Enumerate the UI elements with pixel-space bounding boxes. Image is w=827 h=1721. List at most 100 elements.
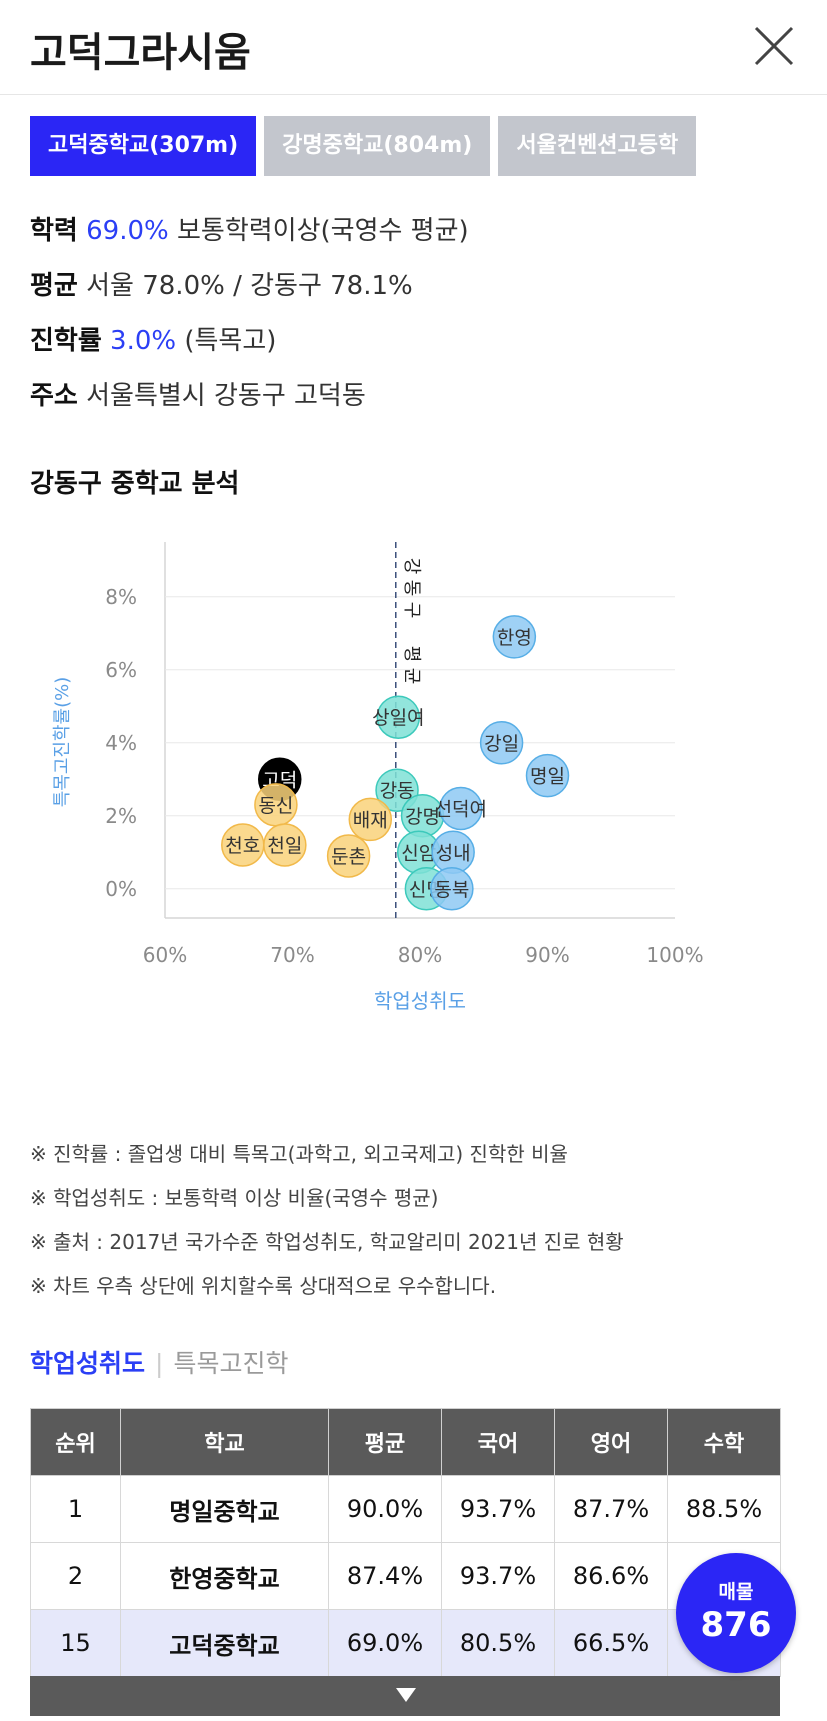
cell-english: 87.7% bbox=[554, 1475, 668, 1543]
subtab-separator: | bbox=[155, 1349, 164, 1378]
cell-korean: 93.7% bbox=[441, 1542, 555, 1610]
school-point-label: 상일여 bbox=[372, 707, 424, 729]
table-row[interactable]: 2 한영중학교 87.4% 93.7% 86.6% 8 bbox=[30, 1542, 781, 1610]
y-tick-label: 6% bbox=[105, 658, 137, 682]
x-tick-label: 70% bbox=[270, 943, 314, 967]
admission-label: 진학률 bbox=[30, 326, 102, 356]
average-text: 서울 78.0% / 강동구 78.1% bbox=[86, 271, 413, 301]
header-average: 평균 bbox=[328, 1408, 442, 1476]
y-tick-label: 4% bbox=[105, 731, 137, 755]
header-english: 영어 bbox=[554, 1408, 668, 1476]
school-point-label: 천일 bbox=[267, 835, 302, 857]
school-point bbox=[326, 834, 371, 878]
school-point bbox=[348, 797, 393, 842]
cell-average: 69.0% bbox=[328, 1609, 442, 1677]
school-point bbox=[430, 867, 474, 911]
school-point-label: 배재 bbox=[353, 809, 388, 831]
reference-line-label-char: 평 bbox=[401, 646, 422, 663]
expand-table-button[interactable] bbox=[30, 1676, 780, 1716]
school-point-label: 동신 bbox=[258, 795, 293, 817]
info-row-average: 평균 서울 78.0% / 강동구 78.1% bbox=[30, 265, 790, 320]
close-icon[interactable] bbox=[752, 24, 796, 68]
school-point-label: 신암 bbox=[401, 842, 436, 864]
listings-fab-label: 매물 bbox=[718, 1581, 754, 1603]
achievement-label: 학력 bbox=[30, 216, 78, 246]
tab-seoul-convention-high[interactable]: 서울컨벤션고등학 bbox=[498, 116, 697, 176]
achievement-text: 보통학력이상(국영수 평균) bbox=[176, 216, 469, 246]
cell-english: 86.6% bbox=[554, 1542, 668, 1610]
school-point bbox=[376, 695, 421, 739]
school-point-label: 강일 bbox=[484, 733, 519, 755]
note-source: ※ 출처 : 2017년 국가수준 학업성취도, 학교알리미 2021년 진로 … bbox=[30, 1230, 624, 1254]
y-tick-label: 0% bbox=[105, 877, 137, 901]
school-point bbox=[263, 823, 307, 867]
admission-text: (특목고) bbox=[184, 326, 277, 356]
x-tick-label: 60% bbox=[143, 943, 187, 967]
page-title: 고덕그라시움 bbox=[30, 30, 251, 76]
triangle-down-icon bbox=[396, 1688, 416, 1702]
tab-godeok-middle[interactable]: 고덕중학교(307m) bbox=[30, 116, 257, 176]
info-row-achievement: 학력 69.0% 보통학력이상(국영수 평균) bbox=[30, 210, 790, 265]
cell-school: 명일중학교 bbox=[120, 1475, 329, 1543]
y-tick-label: 2% bbox=[105, 804, 137, 828]
chart-section-title: 강동구 중학교 분석 bbox=[30, 469, 240, 499]
tab-gangmyeong-middle[interactable]: 강명중학교(804m) bbox=[264, 116, 491, 176]
info-row-admission: 진학률 3.0% (특목고) bbox=[30, 320, 790, 375]
header-korean: 국어 bbox=[441, 1408, 555, 1476]
note-admission-rate: ※ 진학률 : 졸업생 대비 특목고(과학고, 외고국제고) 진학한 비율 bbox=[30, 1142, 568, 1166]
school-point bbox=[479, 721, 524, 765]
reference-line-label-char: 구 bbox=[401, 602, 422, 619]
address-text: 서울특별시 강동구 고덕동 bbox=[86, 381, 366, 411]
cell-math: 88.5% bbox=[667, 1475, 781, 1543]
cell-korean: 80.5% bbox=[441, 1609, 555, 1677]
reference-line-label-char: 강 bbox=[401, 558, 422, 575]
achievement-value: 69.0% bbox=[86, 216, 169, 246]
note-chart-guide: ※ 차트 우측 상단에 위치할수록 상대적으로 우수합니다. bbox=[30, 1274, 497, 1298]
school-point-label: 선덕여 bbox=[435, 798, 487, 820]
school-info: 학력 69.0% 보통학력이상(국영수 평균) 평균 서울 78.0% / 강동… bbox=[30, 210, 790, 430]
x-axis-label: 학업성취도 bbox=[374, 989, 466, 1013]
cell-rank: 15 bbox=[30, 1609, 121, 1677]
scatter-chart-svg: 0% 2% 4% 6% 8% 60% 70% 80% 90% 100% 학업성취도 특목고진학률(%)… bbox=[52, 542, 704, 1013]
cell-rank: 2 bbox=[30, 1542, 121, 1610]
school-point-label: 천호 bbox=[225, 835, 260, 857]
table-header-row: 순위 학교 평균 국어 영어 수학 bbox=[30, 1408, 781, 1476]
school-point-label: 강동 bbox=[380, 780, 415, 802]
header-school: 학교 bbox=[120, 1408, 329, 1476]
school-point-label: 성내 bbox=[436, 842, 471, 864]
scatter-chart: 0% 2% 4% 6% 8% 60% 70% 80% 90% 100% 학업성취도 특목고진학률(%)… bbox=[20, 530, 790, 1120]
note-achievement: ※ 학업성취도 : 보통학력 이상 비율(국영수 평균) bbox=[30, 1186, 439, 1210]
y-axis-label: 특목고진학률(%) bbox=[52, 677, 73, 808]
header: 고덕그라시움 bbox=[0, 0, 827, 95]
cell-rank: 1 bbox=[30, 1475, 121, 1543]
school-point-label: 한영 bbox=[497, 627, 532, 649]
info-row-address: 주소 서울특별시 강동구 고덕동 bbox=[30, 375, 790, 430]
y-tick-label: 8% bbox=[105, 585, 137, 609]
chart-notes: ※ 진학률 : 졸업생 대비 특목고(과학고, 외고국제고) 진학한 비율 ※ … bbox=[30, 1138, 800, 1314]
table-row-highlighted[interactable]: 15 고덕중학교 69.0% 80.5% 66.5% 6 bbox=[30, 1609, 781, 1677]
school-point-label: 명일 bbox=[530, 766, 565, 788]
school-point bbox=[492, 615, 537, 659]
cell-average: 87.4% bbox=[328, 1542, 442, 1610]
subtab-achievement[interactable]: 학업성취도 bbox=[30, 1349, 146, 1378]
school-point-label: 동북 bbox=[434, 879, 469, 901]
cell-korean: 93.7% bbox=[441, 1475, 555, 1543]
school-tabs: 고덕중학교(307m) 강명중학교(804m) 서울컨벤션고등학 bbox=[30, 116, 780, 176]
school-point-label: 강명 bbox=[405, 806, 440, 828]
admission-value: 3.0% bbox=[110, 326, 177, 356]
table-row[interactable]: 1 명일중학교 90.0% 93.7% 87.7% 88.5% bbox=[30, 1475, 781, 1543]
cell-school: 한영중학교 bbox=[120, 1542, 329, 1610]
ranking-table: 순위 학교 평균 국어 영어 수학 1 명일중학교 90.0% 93.7% 87… bbox=[30, 1408, 781, 1677]
cell-school: 고덕중학교 bbox=[120, 1609, 329, 1677]
cell-average: 90.0% bbox=[328, 1475, 442, 1543]
listings-fab-count: 876 bbox=[700, 1605, 772, 1645]
x-tick-label: 90% bbox=[525, 943, 569, 967]
cell-english: 66.5% bbox=[554, 1609, 668, 1677]
subtab-special-high[interactable]: 특목고진학 bbox=[173, 1349, 289, 1378]
x-tick-label: 100% bbox=[646, 943, 703, 967]
reference-line-label-char: 동 bbox=[401, 580, 422, 597]
average-label: 평균 bbox=[30, 271, 78, 301]
header-math: 수학 bbox=[667, 1408, 781, 1476]
school-point bbox=[439, 786, 483, 831]
listings-fab-button[interactable]: 매물 876 bbox=[676, 1553, 796, 1673]
